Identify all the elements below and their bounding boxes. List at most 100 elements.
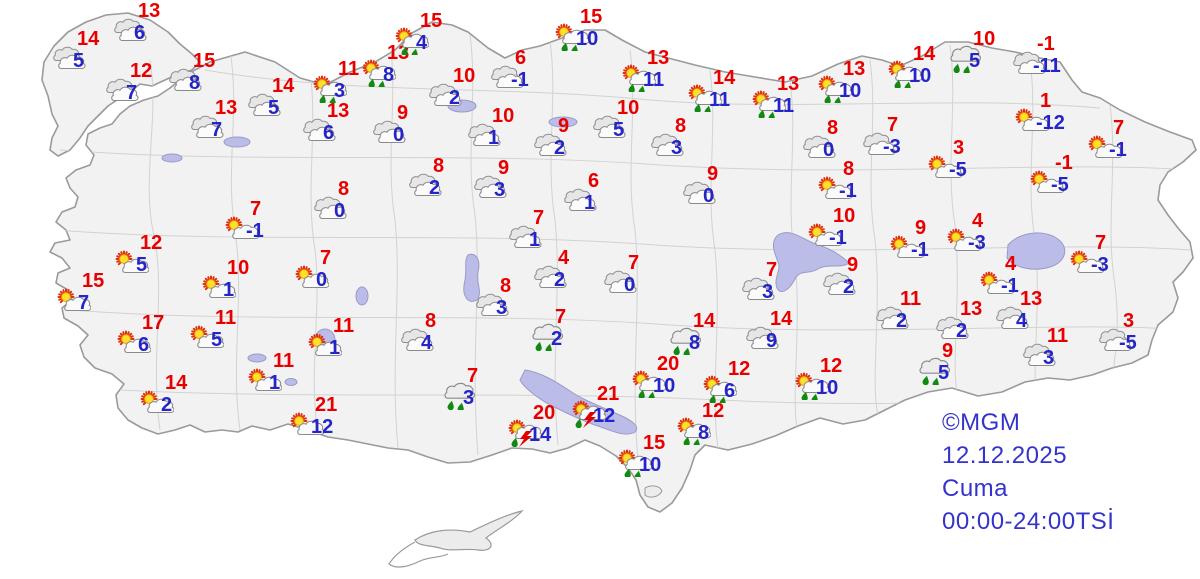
low-temperature: 7 <box>126 82 138 104</box>
weather-station: 11 1 <box>246 351 294 394</box>
low-temperature: -1 <box>839 180 857 202</box>
high-temperature: 10 <box>973 28 996 50</box>
weather-station: 10 1 <box>465 106 514 149</box>
high-temperature: 11 <box>215 307 237 329</box>
weather-station: 7 1 <box>506 208 544 251</box>
low-temperature: 11 <box>643 69 665 91</box>
low-temperature: 12 <box>593 405 616 427</box>
high-temperature: 4 <box>1005 253 1017 275</box>
weather-station: 15 7 <box>55 271 104 313</box>
high-temperature: 3 <box>1123 310 1135 332</box>
weather-station: 14 8 <box>666 311 715 353</box>
high-temperature: 14 <box>713 67 736 89</box>
low-temperature: -11 <box>1033 55 1061 77</box>
low-temperature: -1 <box>246 220 264 242</box>
low-temperature: 8 <box>383 64 395 86</box>
high-temperature: 8 <box>827 117 839 139</box>
forecast-hours: 00:00-24:00TSİ <box>942 508 1115 535</box>
weather-station: 11 5 <box>188 308 236 350</box>
low-temperature: 6 <box>323 122 335 144</box>
high-temperature: 8 <box>500 275 512 297</box>
weather-station: 10 2 <box>426 66 475 109</box>
weather-station: 13 6 <box>300 101 349 144</box>
weather-station: 10 -1 <box>806 206 855 248</box>
high-temperature: 4 <box>972 210 984 232</box>
weather-station: 9 -1 <box>888 218 929 260</box>
copyright-text: ©MGM <box>942 409 1021 436</box>
low-temperature: 10 <box>909 65 932 87</box>
weather-station: 9 5 <box>915 341 953 383</box>
weather-station: 1 -12 <box>1013 91 1065 133</box>
weather-station: 8 2 <box>406 156 444 198</box>
high-temperature: 6 <box>588 170 600 192</box>
low-temperature: -12 <box>1036 112 1065 134</box>
low-temperature: 1 <box>584 192 596 214</box>
weather-station: 7 2 <box>528 307 566 349</box>
high-temperature: 13 <box>647 47 670 69</box>
weather-station: 15 8 <box>166 51 215 93</box>
high-temperature: 14 <box>770 308 793 330</box>
low-temperature: 1 <box>269 372 281 394</box>
high-temperature: 11 <box>333 315 355 337</box>
weather-station: 13 4 <box>993 289 1042 331</box>
low-temperature: 14 <box>529 424 552 446</box>
low-temperature: 1 <box>329 337 341 359</box>
low-temperature: 3 <box>762 281 774 303</box>
low-temperature: 1 <box>488 127 500 149</box>
weather-station: 14 10 <box>886 44 935 86</box>
high-temperature: 12 <box>702 400 725 422</box>
high-temperature: 8 <box>425 310 437 332</box>
high-temperature: 13 <box>327 100 350 122</box>
high-temperature: 13 <box>138 0 161 22</box>
low-temperature: 10 <box>816 377 839 399</box>
low-temperature: 2 <box>843 276 855 298</box>
weather-station: 21 12 <box>288 395 337 437</box>
low-temperature: 3 <box>1043 347 1055 369</box>
weather-station: 7 -3 <box>1068 233 1109 275</box>
low-temperature: 10 <box>653 375 676 397</box>
low-temperature: 2 <box>449 87 461 109</box>
weather-station: 6 1 <box>561 171 599 214</box>
weather-station: 12 10 <box>793 356 842 398</box>
high-temperature: -1 <box>1055 152 1073 174</box>
weather-station: 13 10 <box>816 59 865 101</box>
weather-station: 14 9 <box>743 309 792 351</box>
weather-station: 13 7 <box>188 98 237 141</box>
forecast-day: Cuma <box>942 475 1009 502</box>
high-temperature: 14 <box>913 43 936 65</box>
high-temperature: 9 <box>558 115 570 137</box>
high-temperature: 9 <box>707 163 719 185</box>
weather-station: 14 5 <box>245 76 294 118</box>
weather-station: 14 5 <box>50 29 99 71</box>
low-temperature: 2 <box>896 310 908 332</box>
weather-station: 13 8 <box>360 43 409 86</box>
weather-station: 4 -3 <box>945 211 986 253</box>
low-temperature: 7 <box>211 119 223 141</box>
low-temperature: 1 <box>223 279 235 301</box>
low-temperature: 0 <box>703 185 715 207</box>
weather-station: 9 3 <box>471 158 509 200</box>
weather-station: 12 7 <box>103 61 152 104</box>
weather-station: 15 10 <box>553 7 602 49</box>
high-temperature: 9 <box>397 102 409 124</box>
high-temperature: 12 <box>130 60 153 82</box>
low-temperature: 6 <box>138 334 150 356</box>
low-temperature: 1 <box>529 229 541 251</box>
low-temperature: 2 <box>554 269 566 291</box>
high-temperature: 11 <box>338 58 360 80</box>
weather-station: 14 11 <box>686 68 735 110</box>
weather-station: 9 2 <box>531 116 569 158</box>
high-temperature: 11 <box>273 350 295 372</box>
weather-station: 8 3 <box>473 276 511 318</box>
weather-station: 11 3 <box>1020 326 1068 369</box>
map-caption: ©MGM 12.12.2025 Cuma 00:00-24:00TSİ <box>942 406 1192 538</box>
low-temperature: 6 <box>724 380 736 402</box>
high-temperature: 9 <box>498 157 510 179</box>
low-temperature: -1 <box>511 69 529 91</box>
high-temperature: 11 <box>900 288 922 310</box>
weather-station: 6 -1 <box>488 48 529 90</box>
high-temperature: 15 <box>82 270 105 292</box>
weather-station: 11 3 <box>311 59 359 101</box>
weather-station: 7 3 <box>440 366 478 408</box>
